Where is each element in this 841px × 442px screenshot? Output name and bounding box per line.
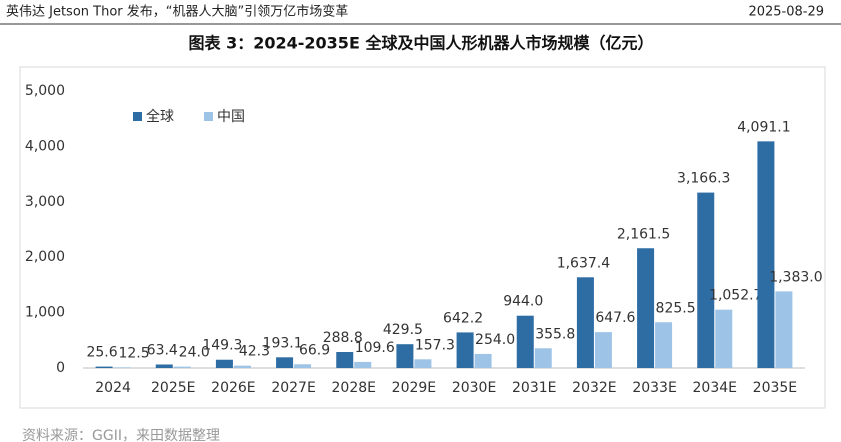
value-label: 1,052.7: [709, 288, 762, 304]
bar: [534, 348, 552, 368]
bar: [516, 315, 534, 368]
bar: [637, 248, 655, 368]
legend-label: 中国: [217, 109, 245, 125]
bar: [456, 332, 474, 368]
value-label: 63.4: [147, 342, 178, 358]
bar: [276, 357, 294, 368]
x-tick-label: 2029E: [392, 380, 436, 396]
x-tick-label: 2026E: [211, 380, 255, 396]
x-tick-label: 2025E: [151, 380, 195, 396]
chart-title: 图表 3：2024-2035E 全球及中国人形机器人市场规模（亿元）: [189, 34, 654, 53]
value-label: 42.3: [239, 344, 270, 360]
bar: [655, 322, 673, 368]
legend-label: 全球: [146, 108, 174, 125]
bar: [414, 359, 432, 368]
value-label: 4,091.1: [737, 119, 790, 135]
value-label: 66.9: [299, 342, 330, 358]
value-label: 254.0: [475, 332, 515, 348]
bar: [173, 366, 191, 368]
value-label: 2,161.5: [617, 226, 670, 242]
x-tick-label: 2028E: [332, 380, 376, 396]
chart-frame: [19, 66, 826, 409]
x-tick-label: 2032E: [572, 380, 616, 396]
y-tick-label: 1,000: [25, 305, 65, 321]
value-label: 149.3: [202, 338, 242, 354]
y-tick-label: 0: [56, 360, 65, 376]
x-tick-label: 2027E: [271, 380, 315, 396]
x-tick-label: 2031E: [512, 380, 556, 396]
value-label: 825.5: [656, 300, 696, 316]
value-label: 12.5: [118, 345, 149, 361]
bar: [113, 367, 131, 368]
value-label: 944.0: [503, 294, 543, 310]
value-label: 288.8: [323, 330, 363, 346]
bar: [715, 309, 733, 368]
bar: [294, 364, 312, 368]
bar: [757, 141, 775, 368]
value-label: 1,637.4: [557, 255, 611, 271]
y-tick-label: 3,000: [25, 194, 65, 210]
bar: [215, 359, 233, 368]
value-label: 157.3: [415, 337, 455, 353]
bar: [396, 344, 414, 368]
y-tick-label: 5,000: [25, 83, 65, 99]
source: 资料来源：GGII，来田数据整理: [22, 428, 220, 442]
bar: [697, 192, 715, 368]
legend-swatch: [133, 112, 142, 121]
value-label: 24.0: [179, 345, 210, 361]
header-date: 2025-08-29: [748, 5, 824, 20]
bar: [155, 364, 173, 368]
x-tick-label: 2034E: [693, 380, 737, 396]
bar: [474, 353, 492, 368]
bar: [95, 366, 113, 368]
value-label: 3,166.3: [677, 171, 730, 187]
bar: [354, 361, 372, 368]
value-label: 647.6: [595, 310, 635, 326]
bar: [594, 332, 612, 368]
bar: [233, 365, 251, 368]
bar: [336, 352, 354, 368]
value-label: 193.1: [263, 335, 303, 351]
bar: [576, 277, 594, 368]
y-tick-label: 2,000: [25, 249, 65, 265]
bar: [775, 291, 793, 368]
value-label: 429.5: [383, 322, 423, 338]
legend-swatch: [204, 112, 213, 121]
x-tick-label: 2024: [95, 380, 131, 396]
x-tick-label: 2030E: [452, 380, 496, 396]
value-label: 355.8: [535, 326, 575, 342]
x-tick-label: 2033E: [632, 380, 676, 396]
value-label: 25.6: [86, 345, 117, 361]
header-title: 英伟达 Jetson Thor 发布，“机器人大脑”引领万亿市场变革: [6, 4, 348, 20]
x-tick-label: 2035E: [753, 380, 797, 396]
value-label: 109.6: [355, 340, 395, 356]
y-tick-label: 4,000: [25, 138, 65, 154]
value-label: 1,383.0: [769, 269, 822, 285]
value-label: 642.2: [443, 310, 483, 326]
